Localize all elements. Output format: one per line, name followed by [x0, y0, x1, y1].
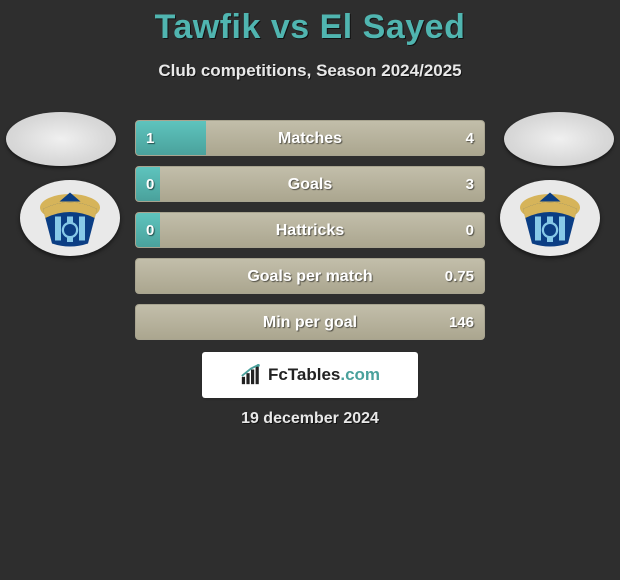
stat-row: 146Min per goal — [135, 304, 485, 340]
stat-label: Min per goal — [136, 305, 484, 341]
player-avatar-left — [6, 112, 116, 166]
stat-label: Goals per match — [136, 259, 484, 295]
club-badge-right — [500, 180, 600, 256]
chart-icon — [240, 364, 262, 386]
brand-text: FcTables.com — [268, 365, 380, 385]
stat-row: 0.75Goals per match — [135, 258, 485, 294]
club-badge-left — [20, 180, 120, 256]
stat-row: 03Goals — [135, 166, 485, 202]
player-avatar-right — [504, 112, 614, 166]
stat-row: 14Matches — [135, 120, 485, 156]
stat-row: 00Hattricks — [135, 212, 485, 248]
stat-label: Goals — [136, 167, 484, 203]
stat-label: Matches — [136, 121, 484, 157]
page-subtitle: Club competitions, Season 2024/2025 — [0, 61, 620, 81]
date-label: 19 december 2024 — [0, 410, 620, 428]
stat-label: Hattricks — [136, 213, 484, 249]
brand-badge: FcTables.com — [202, 352, 418, 398]
page-title: Tawfik vs El Sayed — [0, 0, 620, 47]
comparison-bars: 14Matches 03Goals 00Hattricks 0.75Goals per… — [135, 120, 485, 350]
